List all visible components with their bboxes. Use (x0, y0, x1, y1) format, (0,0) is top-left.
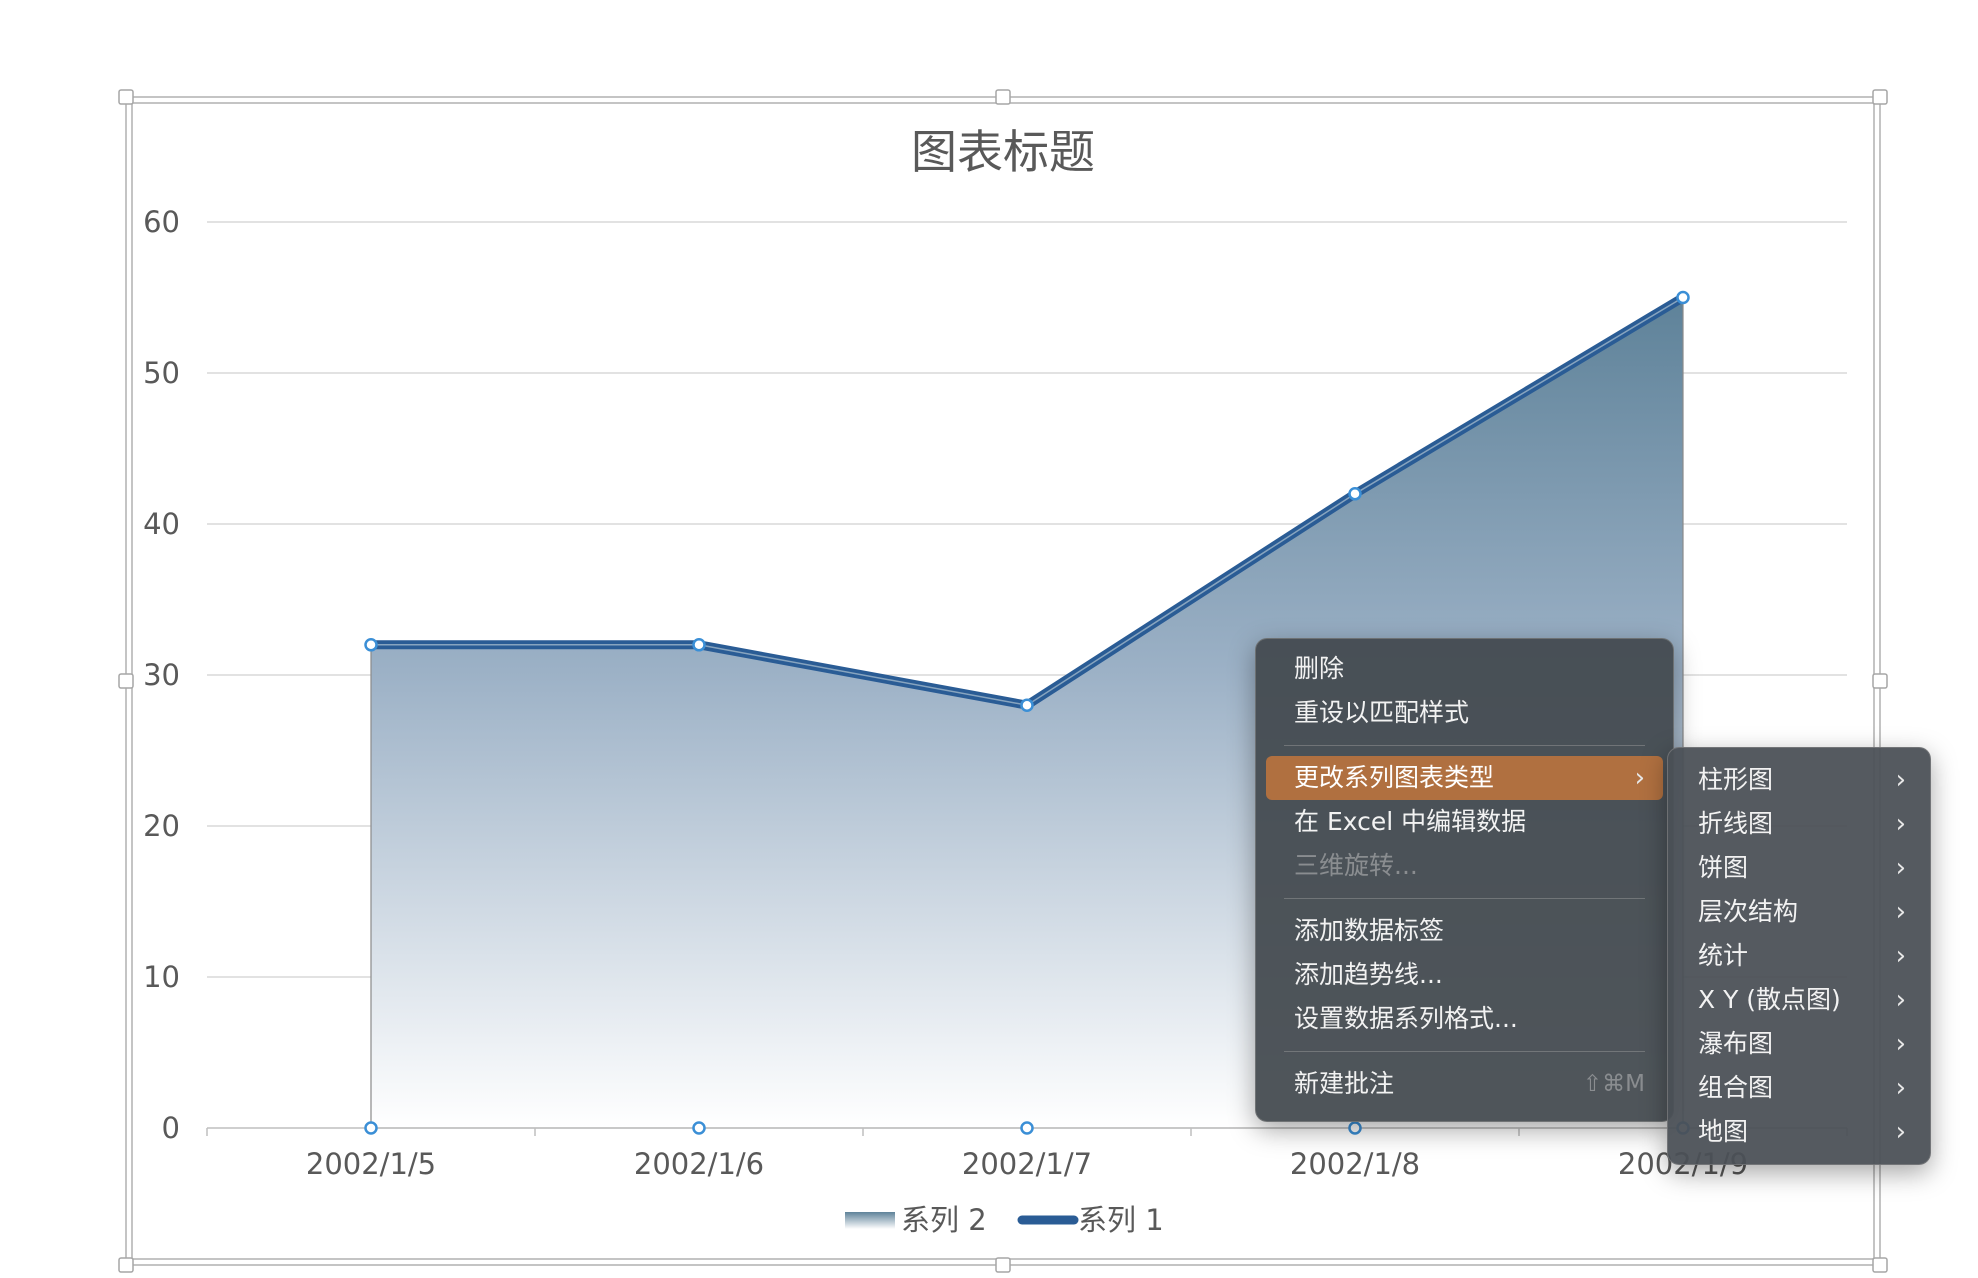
menu-separator (1284, 1051, 1645, 1052)
menu-item-label: 添加趋势线... (1294, 960, 1443, 989)
resize-handle[interactable] (118, 1257, 134, 1273)
menu-item-3d-rotation: 三维旋转... (1266, 844, 1663, 888)
x-tick-label: 2002/1/8 (1290, 1147, 1420, 1181)
submenu-item-label: 地图 (1698, 1117, 1749, 1146)
resize-handle[interactable] (995, 1257, 1011, 1273)
resize-handle[interactable] (1872, 89, 1888, 105)
resize-handle[interactable] (118, 89, 134, 105)
chevron-right-icon: › (1634, 763, 1645, 793)
chevron-right-icon: › (1895, 1117, 1906, 1147)
menu-item-label: 更改系列图表类型 (1294, 763, 1495, 792)
resize-handles[interactable] (118, 89, 1888, 1273)
submenu-item-label: 层次结构 (1698, 897, 1799, 926)
submenu-item-map[interactable]: 地图 › (1674, 1110, 1924, 1154)
series-1-point-marker[interactable] (1676, 290, 1690, 305)
menu-item-reset-style[interactable]: 重设以匹配样式 (1266, 691, 1663, 735)
legend-label-series-2: 系列 2 (901, 1203, 987, 1237)
menu-item-change-series-chart-type[interactable]: 更改系列图表类型 › (1266, 756, 1663, 800)
submenu-item-label: X Y (散点图) (1698, 985, 1841, 1014)
menu-item-delete[interactable]: 删除 (1266, 647, 1663, 691)
resize-handle[interactable] (1872, 1257, 1888, 1273)
chevron-right-icon: › (1895, 941, 1906, 971)
menu-item-add-trendline[interactable]: 添加趋势线... (1266, 953, 1663, 997)
y-tick-label: 10 (143, 960, 180, 994)
submenu-item-label: 折线图 (1698, 809, 1774, 838)
submenu-item-label: 饼图 (1698, 853, 1749, 882)
submenu-item-line[interactable]: 折线图 › (1674, 802, 1924, 846)
legend-label-series-1: 系列 1 (1078, 1203, 1164, 1237)
menu-item-new-comment[interactable]: 新建批注 ⇧⌘M (1266, 1062, 1663, 1106)
chevron-right-icon: › (1895, 1073, 1906, 1103)
submenu-item-label: 瀑布图 (1698, 1029, 1774, 1058)
x-tick-label: 2002/1/5 (306, 1147, 436, 1181)
y-tick-label: 0 (162, 1111, 180, 1145)
chevron-right-icon: › (1895, 897, 1906, 927)
series-1-point-marker[interactable] (1020, 698, 1034, 712)
menu-item-format-data-series[interactable]: 设置数据系列格式... (1266, 997, 1663, 1041)
y-tick-label: 30 (143, 658, 180, 692)
legend[interactable]: 系列 2 系列 1 (845, 1203, 1164, 1237)
menu-item-label: 在 Excel 中编辑数据 (1294, 807, 1527, 836)
menu-item-label: 三维旋转... (1294, 851, 1418, 880)
series-1-point-marker[interactable] (692, 638, 706, 652)
legend-swatch-series-2 (845, 1212, 895, 1229)
submenu-item-hierarchy[interactable]: 层次结构 › (1674, 890, 1924, 934)
menu-item-edit-data-in-excel[interactable]: 在 Excel 中编辑数据 (1266, 800, 1663, 844)
shortcut-label: ⇧⌘M (1582, 1071, 1645, 1097)
chart-title[interactable]: 图表标题 (911, 125, 1095, 179)
series-1-baseline-marker[interactable] (1020, 1121, 1034, 1135)
series-1-baseline-marker[interactable] (364, 1121, 378, 1135)
chevron-right-icon: › (1895, 985, 1906, 1015)
submenu-item-xy-scatter[interactable]: X Y (散点图) › (1674, 978, 1924, 1022)
chevron-right-icon: › (1895, 809, 1906, 839)
menu-item-label: 添加数据标签 (1294, 916, 1445, 945)
y-tick-label: 20 (143, 809, 180, 843)
menu-item-add-data-labels[interactable]: 添加数据标签 (1266, 909, 1663, 953)
series-1-point-marker[interactable] (364, 638, 378, 652)
chevron-right-icon: › (1895, 1029, 1906, 1059)
menu-item-label: 删除 (1294, 654, 1345, 683)
submenu-item-pie[interactable]: 饼图 › (1674, 846, 1924, 890)
chart-type-submenu: 柱形图 › 折线图 › 饼图 › 层次结构 › 统计 › X Y (散点图) › 瀑布图 › … (1667, 747, 1931, 1165)
chevron-right-icon: › (1895, 765, 1906, 795)
y-tick-label: 40 (143, 507, 180, 541)
x-tick-label: 2002/1/6 (634, 1147, 764, 1181)
resize-handle[interactable] (118, 673, 134, 689)
chevron-right-icon: › (1895, 853, 1906, 883)
y-tick-label: 50 (143, 356, 180, 390)
menu-item-label: 新建批注 (1294, 1069, 1395, 1098)
submenu-item-label: 柱形图 (1698, 765, 1774, 794)
submenu-item-waterfall[interactable]: 瀑布图 › (1674, 1022, 1924, 1066)
series-1-baseline-marker[interactable] (1348, 1121, 1362, 1135)
context-menu: 删除 重设以匹配样式 更改系列图表类型 › 在 Excel 中编辑数据 三维旋转.… (1255, 638, 1674, 1122)
submenu-item-combo[interactable]: 组合图 › (1674, 1066, 1924, 1110)
series-1-baseline-marker[interactable] (692, 1121, 706, 1135)
submenu-item-column[interactable]: 柱形图 › (1674, 758, 1924, 802)
submenu-item-label: 统计 (1698, 941, 1749, 970)
resize-handle[interactable] (1872, 673, 1888, 689)
menu-item-label: 设置数据系列格式... (1294, 1004, 1518, 1033)
submenu-item-label: 组合图 (1698, 1073, 1774, 1102)
resize-handle[interactable] (995, 89, 1011, 105)
series-1-point-marker[interactable] (1348, 487, 1362, 501)
menu-separator (1284, 898, 1645, 899)
submenu-item-statistic[interactable]: 统计 › (1674, 934, 1924, 978)
menu-item-label: 重设以匹配样式 (1294, 698, 1470, 727)
y-tick-label: 60 (143, 205, 180, 239)
x-tick-label: 2002/1/7 (962, 1147, 1092, 1181)
menu-separator (1284, 745, 1645, 746)
